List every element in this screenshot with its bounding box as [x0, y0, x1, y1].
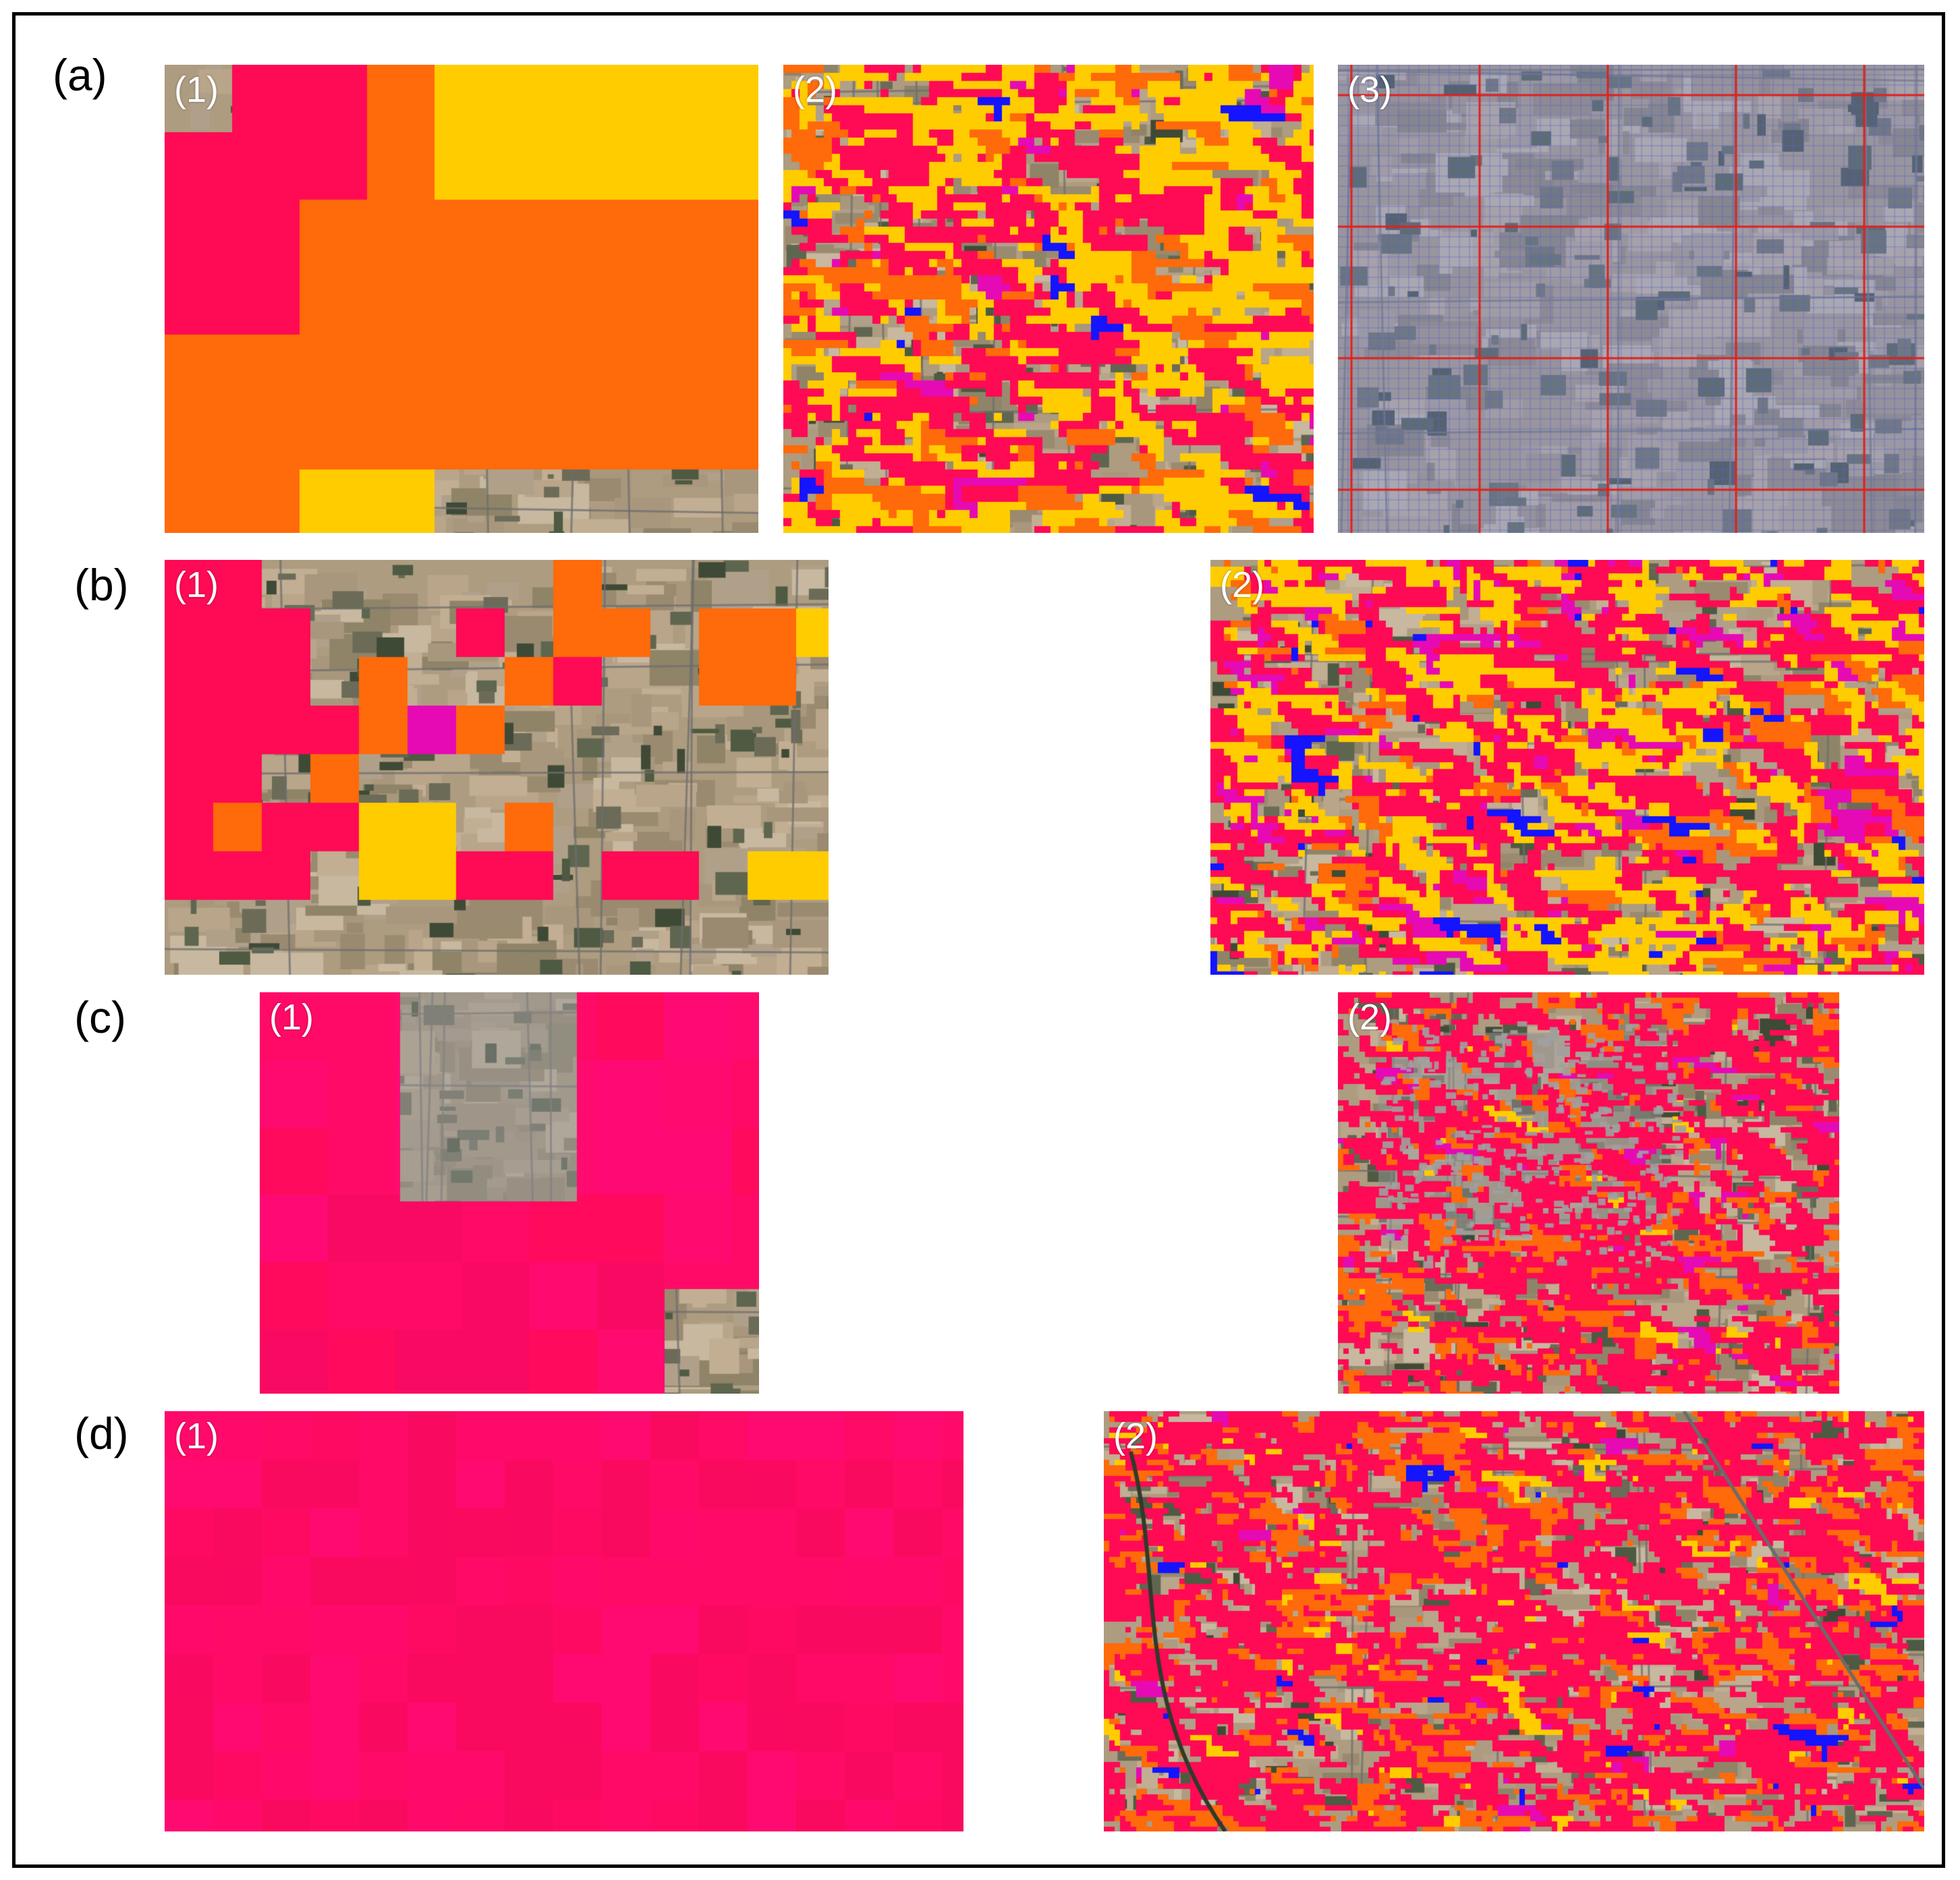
panel-label-d2: (2): [1113, 1416, 1158, 1456]
panel-label-d1: (1): [174, 1416, 219, 1456]
panel-label-a1: (1): [174, 69, 219, 110]
panel-label-c2: (2): [1347, 997, 1392, 1037]
map-b2-canvas: [1210, 560, 1924, 975]
panel-label-a3: (3): [1347, 69, 1392, 110]
figure-frame: [12, 12, 1945, 1868]
map-d2-canvas: [1104, 1411, 1924, 1831]
row-label-c: (c): [74, 992, 126, 1042]
row-label-a: (a): [53, 50, 107, 100]
map-panel-a3: (3): [1338, 65, 1924, 533]
panel-label-b1: (1): [174, 565, 219, 605]
map-c2-canvas: [1338, 992, 1839, 1394]
map-panel-c2: (2): [1338, 992, 1839, 1394]
panel-label-b2: (2): [1220, 565, 1264, 605]
map-panel-a1: (1): [165, 65, 758, 533]
map-d1-canvas: [165, 1411, 963, 1831]
map-panel-b1: (1): [165, 560, 829, 975]
map-panel-d1: (1): [165, 1411, 963, 1831]
map-a1-canvas: [165, 65, 758, 533]
map-a3-canvas: [1338, 65, 1924, 533]
map-panel-a2: (2): [783, 65, 1314, 533]
panel-label-a2: (2): [793, 69, 837, 110]
map-c1-canvas: [260, 992, 759, 1394]
map-b1-canvas: [165, 560, 829, 975]
map-panel-c1: (1): [260, 992, 759, 1394]
row-label-b: (b): [74, 560, 129, 610]
row-label-d: (d): [74, 1408, 129, 1458]
map-panel-b2: (2): [1210, 560, 1924, 975]
map-a2-canvas: [783, 65, 1314, 533]
map-panel-d2: (2): [1104, 1411, 1924, 1831]
panel-label-c1: (1): [269, 997, 314, 1037]
